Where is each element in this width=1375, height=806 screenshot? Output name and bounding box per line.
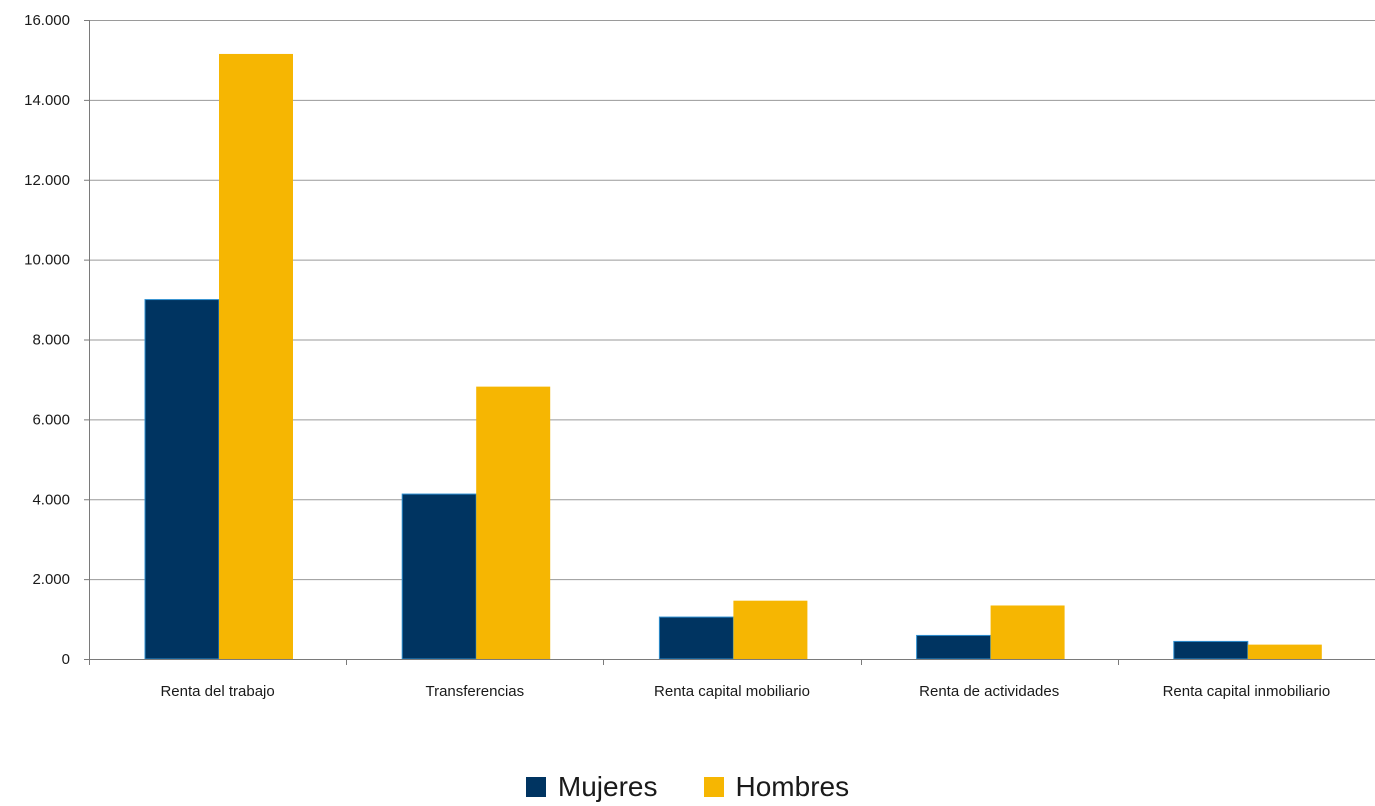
legend-label-hombres: Hombres xyxy=(735,771,850,802)
bar-hombres-0 xyxy=(219,53,293,659)
y-tick-label: 16.000 xyxy=(24,12,70,29)
bar-chart: 0 2.000 4.000 6.000 8.000 10.000 12.000 14.000 1… xyxy=(24,12,1375,700)
bar-mujeres-2 xyxy=(658,616,734,660)
bar-mujeres-1 xyxy=(401,493,477,660)
x-axis-category-labels: Renta del trabajo Transferencias Renta cap… xyxy=(160,683,1330,700)
x-category-label: Renta capital mobiliario xyxy=(654,683,810,700)
bar-mujeres-0 xyxy=(144,299,220,660)
y-axis-tick-labels: 0 2.000 4.000 6.000 8.000 10.000 12.000 14.000 1… xyxy=(24,12,70,668)
y-tick-label: 10.000 xyxy=(24,252,70,269)
y-tick-label: 12.000 xyxy=(24,172,70,189)
bar-mujeres-4 xyxy=(1173,640,1249,660)
x-category-label: Renta del trabajo xyxy=(160,683,274,700)
bar-hombres-2 xyxy=(733,600,808,659)
y-tick-label: 2.000 xyxy=(32,571,70,588)
bars xyxy=(144,53,1322,660)
legend-swatch-mujeres xyxy=(525,777,546,797)
y-tick-label: 8.000 xyxy=(32,332,70,349)
y-tick-label: 14.000 xyxy=(24,92,70,109)
x-category-label: Renta de actividades xyxy=(919,683,1059,700)
bar-hombres-1 xyxy=(476,386,551,659)
bar-mujeres-3 xyxy=(916,634,992,660)
x-category-label: Renta capital inmobiliario xyxy=(1163,683,1331,700)
y-tick-label: 0 xyxy=(62,651,70,668)
y-tick-label: 4.000 xyxy=(32,491,70,508)
x-category-label: Transferencias xyxy=(425,683,524,700)
legend-item-mujeres: Mujeres xyxy=(525,771,658,802)
legend-swatch-hombres xyxy=(703,777,724,797)
bar-hombres-3 xyxy=(990,605,1065,659)
bar-hombres-4 xyxy=(1247,644,1322,659)
axes xyxy=(84,20,1375,665)
gridlines xyxy=(89,20,1375,581)
legend-item-hombres: Hombres xyxy=(703,771,850,802)
y-tick-label: 6.000 xyxy=(32,411,70,428)
legend-label-mujeres: Mujeres xyxy=(557,771,658,802)
legend: Mujeres Hombres xyxy=(0,772,1375,802)
